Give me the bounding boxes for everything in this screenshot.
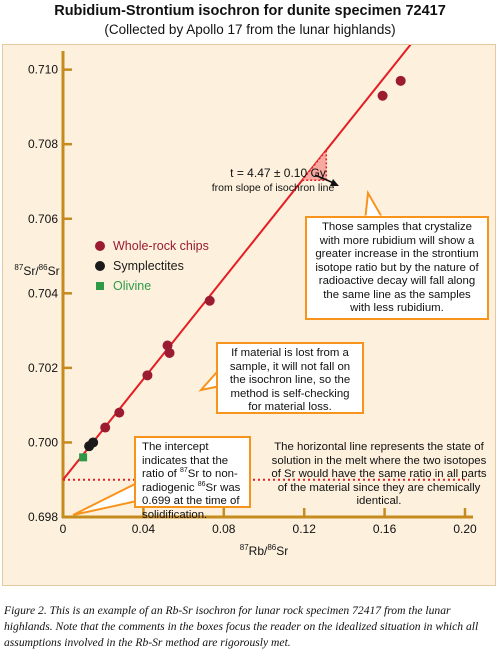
y-axis-label: 87Sr/86Sr — [14, 263, 59, 278]
isochron-line — [62, 45, 412, 481]
note-intercept-text-3: Sr was 0.699 at the time of solidificati… — [142, 481, 241, 521]
legend-marker — [95, 261, 105, 271]
data-point-whole-rock-chips — [142, 370, 153, 381]
data-point-symplectites — [88, 437, 99, 448]
y-tick-label: 0.698 — [28, 510, 58, 524]
y-tick-label: 0.710 — [28, 63, 58, 77]
slope-label-sub: from slope of isochron line — [212, 182, 335, 194]
data-point-whole-rock-chips — [114, 407, 125, 418]
note-rubidium: Those samples that crystalize with more … — [305, 216, 489, 320]
y-tick-label: 0.700 — [28, 435, 58, 449]
legend-label: Whole-rock chips — [113, 239, 209, 253]
data-point-whole-rock-chips — [204, 295, 215, 306]
x-tick-label: 0.20 — [453, 522, 477, 536]
slope-arrow-head — [330, 179, 339, 186]
caption-figure-label: Figure 2. — [4, 604, 47, 617]
slope-triangle — [300, 147, 328, 182]
isochron-chart: 0.698 0.700 0.702 0.704 0.706 0.708 0.710 0 0.04… — [14, 45, 477, 558]
note-material-loss: If material is lost from a sample, it wi… — [216, 342, 364, 414]
x-tick-label: 0.04 — [132, 522, 156, 536]
x-tick-label: 0.08 — [212, 522, 236, 536]
x-axis-label: 87Rb/86Sr — [240, 543, 289, 558]
caption-text: This is an example of an Rb-Sr isochron … — [4, 604, 479, 649]
note-horizontal-line: The horizontal line represents the state… — [271, 441, 487, 507]
figure-caption: Figure 2. This is an example of an Rb-Sr… — [4, 603, 496, 651]
data-point-whole-rock-chips — [377, 90, 388, 101]
y-tick-label: 0.706 — [28, 212, 58, 226]
chart-frame: 0.698 0.700 0.702 0.704 0.706 0.708 0.710 0 0.04… — [2, 44, 496, 586]
data-point-whole-rock-chips — [100, 422, 111, 433]
chart-subtitle: (Collected by Apollo 17 from the lunar h… — [104, 22, 396, 37]
y-tick-label: 0.702 — [28, 361, 58, 375]
data-point-whole-rock-chips — [395, 75, 406, 86]
x-tick-label: 0.16 — [373, 522, 397, 536]
slope-label-main: t = 4.47 ± 0.10 Gy — [230, 166, 326, 180]
legend-marker — [96, 282, 104, 290]
y-tick-label: 0.708 — [28, 137, 58, 151]
pointer-intercept — [72, 481, 138, 516]
data-point-olivine — [79, 453, 88, 462]
legend-label: Olivine — [113, 279, 151, 293]
x-tick-label: 0.12 — [293, 522, 317, 536]
note-intercept-sup-1: 87 — [180, 467, 188, 475]
note-intercept-text-1: The intercept indicates that the ratio o… — [142, 441, 229, 480]
note-intercept-sup-2: 86 — [197, 480, 206, 488]
x-tick-label: 0 — [60, 522, 67, 536]
y-tick-label: 0.704 — [28, 286, 58, 300]
legend-label: Symplectites — [113, 259, 184, 273]
data-point-whole-rock-chips — [164, 347, 175, 358]
legend-marker — [95, 241, 105, 251]
note-intercept-text-2: Sr to non-radiogenic — [142, 468, 238, 494]
note-intercept: The intercept indicates that the ratio o… — [134, 436, 251, 521]
chart-title: Rubidium-Strontium isochron for dunite s… — [54, 3, 446, 19]
